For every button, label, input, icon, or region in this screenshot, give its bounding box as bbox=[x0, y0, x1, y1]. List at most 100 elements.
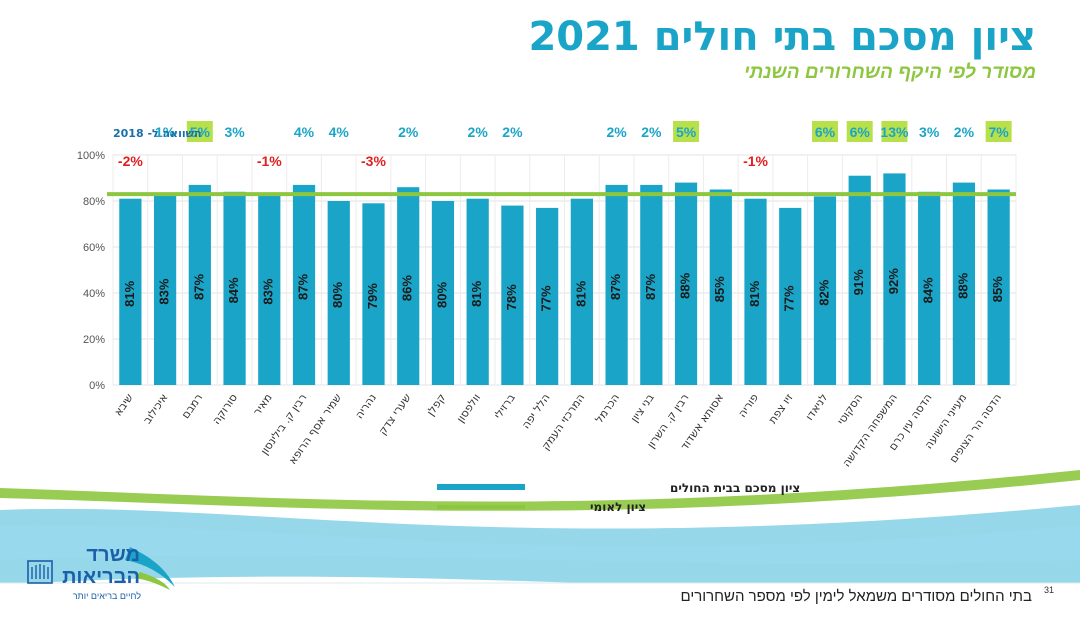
bar-value-label: 86% bbox=[400, 275, 415, 301]
y-tick-label: 100% bbox=[77, 150, 105, 162]
plot-area: 0% 20% 40% 60% 80% 100% 81% שיבא -2% 83% איכילוב 1%… bbox=[77, 121, 1017, 469]
legend-label: ציון מסכם בבית החולים bbox=[670, 481, 800, 495]
y-tick-label: 40% bbox=[83, 288, 105, 300]
category-label: לניאדו bbox=[803, 391, 831, 423]
bar bbox=[119, 198, 142, 385]
legend-swatch-line bbox=[437, 505, 525, 509]
bar-value-label: 81% bbox=[747, 280, 762, 306]
category-label: הלל יפה bbox=[519, 391, 552, 431]
comparison-value: -2% bbox=[118, 153, 143, 169]
bar bbox=[674, 182, 698, 385]
bar-value-label: 84% bbox=[226, 277, 241, 303]
comparison-highlight bbox=[673, 121, 700, 142]
comparison-highlight bbox=[985, 121, 1012, 142]
comparison-value: 6% bbox=[815, 124, 836, 140]
category-label: שיבא bbox=[111, 391, 136, 418]
y-tick-label: 80% bbox=[83, 196, 105, 208]
bar bbox=[258, 194, 281, 385]
wave-decoration-green bbox=[0, 470, 1080, 511]
bar-value-label: 79% bbox=[365, 283, 380, 309]
comparison-value: -1% bbox=[743, 153, 768, 169]
bar bbox=[501, 205, 524, 385]
bar bbox=[223, 191, 246, 385]
bar bbox=[153, 194, 177, 385]
bar bbox=[952, 182, 976, 385]
comparison-highlight bbox=[846, 121, 873, 142]
category-label: מאיר bbox=[251, 391, 275, 418]
bar-value-label: 84% bbox=[921, 277, 936, 303]
legend-label: ציון לאומי bbox=[590, 500, 646, 514]
bar bbox=[640, 184, 663, 385]
bar bbox=[536, 207, 559, 385]
bar-value-label: 80% bbox=[434, 282, 449, 308]
bar-value-label: 83% bbox=[157, 278, 172, 304]
emblem-icon bbox=[27, 560, 53, 584]
category-label: נהריה bbox=[353, 391, 379, 421]
comparison-value: 4% bbox=[294, 124, 315, 140]
comparison-highlight bbox=[186, 121, 213, 142]
category-label: ברזילי bbox=[491, 391, 517, 421]
comparison-value: 2% bbox=[954, 124, 975, 140]
comparison-value: 1% bbox=[155, 124, 176, 140]
bar bbox=[779, 207, 802, 385]
logo-text-line1: משרד bbox=[86, 544, 140, 566]
bar-value-label: 81% bbox=[573, 280, 588, 306]
comparison-value: 5% bbox=[676, 124, 697, 140]
slide-subtitle: מסודר לפי היקף השחרורים השנתי bbox=[743, 62, 1036, 83]
comparison-value: -3% bbox=[361, 153, 386, 169]
category-label: רמבם bbox=[179, 391, 205, 421]
bar-value-label: 87% bbox=[295, 274, 310, 300]
bar bbox=[813, 196, 837, 385]
comparison-value: 2% bbox=[641, 124, 662, 140]
bar-value-label: 85% bbox=[990, 276, 1005, 302]
bar-value-label: 77% bbox=[539, 285, 554, 311]
wave-decoration-blue-light bbox=[0, 524, 1080, 565]
category-label: בני ציון bbox=[628, 391, 657, 424]
footer-band bbox=[0, 583, 1080, 617]
bar bbox=[292, 184, 316, 385]
logo-tagline: לחיים בריאים יותר bbox=[72, 591, 141, 601]
bar-value-label: 80% bbox=[330, 282, 345, 308]
bar-value-label: 88% bbox=[955, 272, 970, 298]
bar-value-label: 78% bbox=[504, 284, 519, 310]
bar bbox=[709, 189, 732, 385]
comparison-row-label: השוואה ל- 2018 bbox=[113, 127, 202, 140]
bar-value-label: 85% bbox=[712, 276, 727, 302]
bar-value-label: 92% bbox=[886, 268, 901, 294]
bar-value-label: 88% bbox=[677, 272, 692, 298]
comparison-value: 2% bbox=[468, 124, 489, 140]
bar bbox=[883, 173, 906, 385]
ministry-swoosh-icon bbox=[125, 547, 175, 590]
comparison-value: 6% bbox=[850, 124, 871, 140]
bar bbox=[848, 175, 871, 385]
bar bbox=[918, 191, 941, 385]
footer-note: בתי החולים מסודרים משמאל לימין לפי מספר … bbox=[680, 588, 1032, 605]
bar-value-label: 77% bbox=[782, 285, 797, 311]
legend-swatch-bar bbox=[437, 484, 525, 490]
slide-title: ציון מסכם בתי חולים 2021 bbox=[528, 14, 1036, 60]
y-tick-label: 0% bbox=[89, 380, 105, 392]
category-label: זיו צפת bbox=[766, 391, 796, 426]
category-label: סורוקה bbox=[210, 391, 240, 427]
bar bbox=[605, 184, 628, 385]
category-label: שערי צדק bbox=[376, 391, 414, 437]
category-label: פוריה bbox=[736, 391, 761, 420]
comparison-value: 7% bbox=[989, 124, 1010, 140]
comparison-highlight bbox=[881, 121, 908, 142]
page-number: 31 bbox=[1044, 585, 1055, 595]
comparison-value: 3% bbox=[919, 124, 940, 140]
comparison-value: 2% bbox=[606, 124, 627, 140]
legend: ציון מסכם בבית החולים ציון לאומי bbox=[437, 481, 800, 514]
bar-value-label: 87% bbox=[608, 274, 623, 300]
bar-value-label: 91% bbox=[851, 269, 866, 295]
comparison-value: 2% bbox=[398, 124, 419, 140]
y-tick-label: 60% bbox=[83, 242, 105, 254]
bar bbox=[466, 198, 489, 385]
bar bbox=[188, 184, 211, 385]
bar bbox=[744, 198, 767, 385]
bar-value-label: 83% bbox=[261, 278, 276, 304]
bar-value-label: 82% bbox=[816, 279, 831, 305]
comparison-highlight bbox=[811, 121, 838, 142]
comparison-value: 3% bbox=[224, 124, 245, 140]
